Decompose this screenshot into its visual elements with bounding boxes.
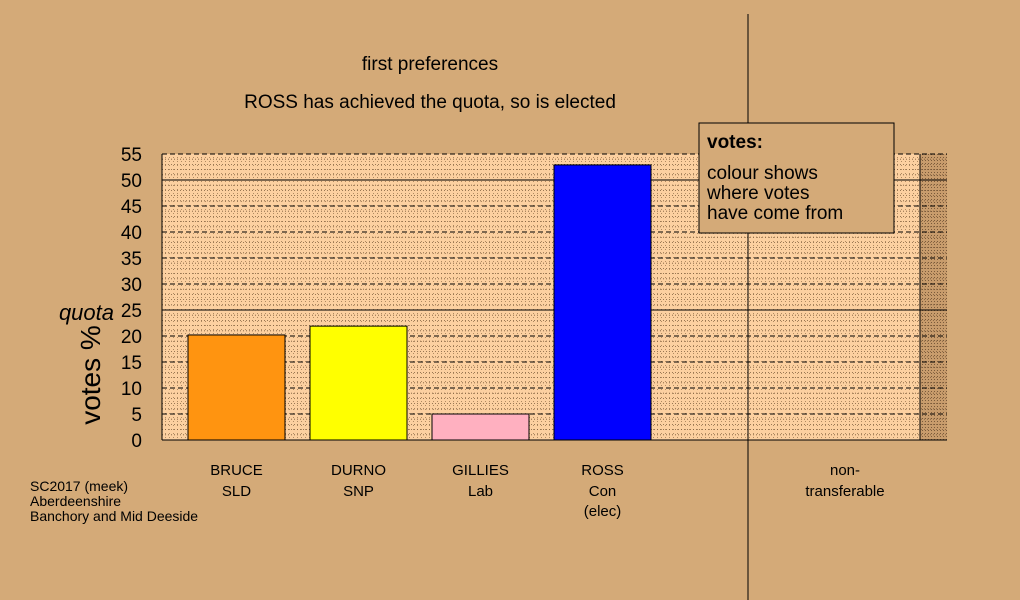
candidate-name-ross: ROSS [581, 462, 624, 479]
y-tick-label: 25 [121, 301, 142, 322]
candidate-party-bruce: SLD [222, 483, 251, 500]
candidate-party-durno: SNP [343, 483, 374, 500]
y-tick-labels: 0 5 10 15 20 25 30 35 40 45 50 55 [121, 145, 142, 452]
x-tick-labels: BRUCE SLD DURNO SNP GILLIES Lab ROSS Con (elec) n… [210, 462, 884, 520]
legend-box [698, 122, 895, 234]
y-tick-label: 15 [121, 353, 142, 374]
y-tick-label: 10 [121, 379, 142, 400]
y-tick-label: 30 [121, 275, 142, 296]
bar-bruce [187, 334, 286, 441]
bar-durno [309, 325, 408, 441]
chart-subtitle: ROSS has achieved the quota, so is elect… [244, 92, 616, 113]
y-axis-label: votes % [75, 325, 106, 425]
footer-line-2: Aberdeenshire [30, 493, 121, 509]
candidate-name-gillies: GILLIES [452, 462, 509, 479]
footer-line-1: SC2017 (meek) [30, 478, 128, 494]
legend-heading: votes: [707, 132, 763, 153]
nontransferable-label: transferable [805, 483, 884, 500]
nontransferable-label: non- [830, 462, 860, 479]
y-tick-label: 0 [131, 431, 142, 452]
y-tick-label: 5 [131, 405, 142, 426]
footer-line-3: Banchory and Mid Deeside [30, 508, 198, 524]
candidate-name-bruce: BRUCE [210, 462, 263, 479]
y-tick-label: 35 [121, 249, 142, 270]
candidate-note-ross: (elec) [584, 503, 622, 520]
candidate-party-gillies: Lab [468, 483, 493, 500]
legend-line-2: where votes [706, 183, 809, 204]
legend-line-3: have come from [707, 203, 843, 224]
y-tick-label: 45 [121, 197, 142, 218]
y-tick-label: 20 [121, 327, 142, 348]
y-tick-label: 55 [121, 145, 142, 166]
chart-title: first preferences [362, 54, 498, 75]
candidate-party-ross: Con [589, 483, 617, 500]
candidate-name-durno: DURNO [331, 462, 386, 479]
quota-label: quota [59, 300, 114, 325]
bar-gillies [431, 413, 530, 441]
legend-line-1: colour shows [707, 163, 818, 184]
y-tick-label: 40 [121, 223, 142, 244]
y-tick-label: 50 [121, 171, 142, 192]
nontransferable-area-dots [920, 154, 947, 440]
bar-ross [553, 164, 652, 441]
bars [187, 164, 652, 441]
